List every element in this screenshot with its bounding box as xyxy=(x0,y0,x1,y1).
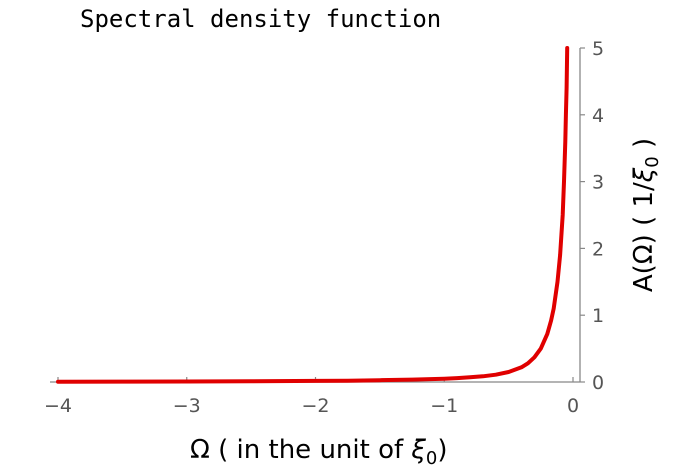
y-tick-label: 1 xyxy=(592,305,604,327)
y-tick-label: 3 xyxy=(592,172,604,194)
x-axis-label: Ω ( in the unit of ξ0) xyxy=(190,435,448,468)
x-tick-label: 0 xyxy=(567,395,579,417)
x-axis-ticks: −4 −3 −2 −1 0 xyxy=(44,377,579,417)
x-tick-label: −2 xyxy=(301,395,329,417)
y-axis-label: A(Ω) ( 1/ξ0 ) xyxy=(629,138,663,292)
y-tick-label: 2 xyxy=(592,238,604,260)
x-tick-label: −3 xyxy=(173,395,201,417)
y-tick-label: 4 xyxy=(592,105,604,127)
x-tick-label: −1 xyxy=(430,395,458,417)
y-tick-label: 0 xyxy=(592,372,604,394)
y-axis-ticks: 0 1 2 3 4 5 xyxy=(580,38,604,394)
x-tick-label: −4 xyxy=(44,395,72,417)
chart-title: Spectral density function xyxy=(80,5,441,33)
series-line xyxy=(56,46,570,384)
y-tick-label: 5 xyxy=(592,38,604,60)
